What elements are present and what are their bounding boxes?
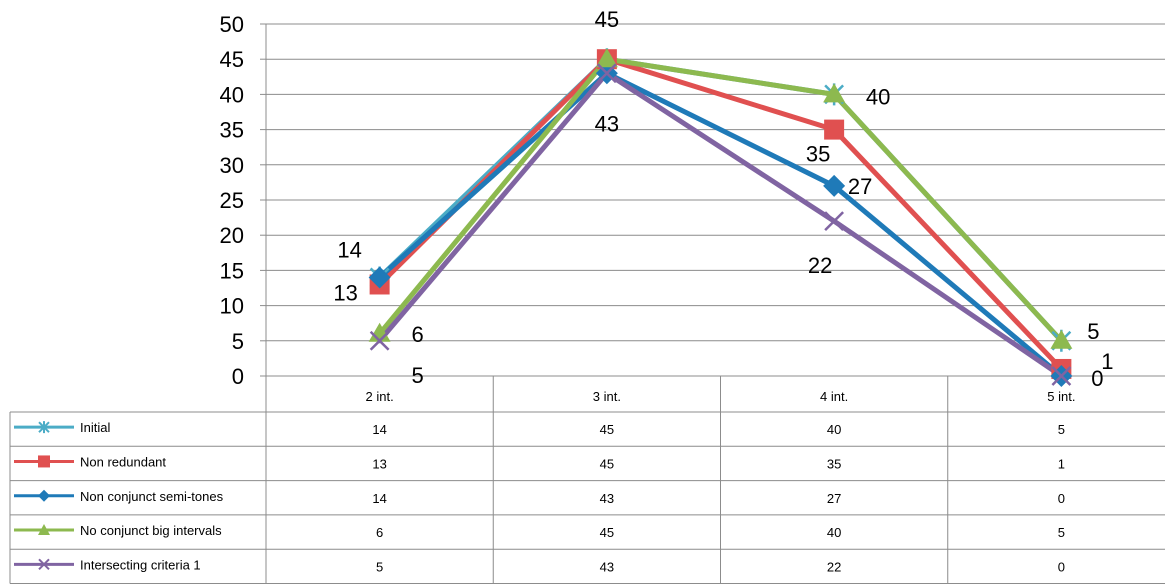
y-tick-label: 30 [220, 153, 244, 178]
series-lines [377, 56, 1064, 379]
table-cell: 6 [376, 525, 383, 540]
series-markers [368, 48, 1073, 387]
data-label: 1 [1101, 349, 1113, 374]
data-label: 14 [337, 237, 361, 262]
data-label: 43 [595, 111, 619, 136]
marker-square [824, 119, 845, 140]
series-line [377, 56, 1064, 372]
legend-marker [38, 524, 50, 536]
data-table: 2 int. 3 int. 4 int. 5 int. Initial 14 45 40 5 No… [9, 376, 1165, 584]
data-label: 5 [1087, 319, 1099, 344]
y-tick-label: 40 [220, 82, 244, 107]
data-label: 40 [866, 84, 890, 109]
marker-triangle [1050, 329, 1073, 349]
table-cell: 14 [372, 422, 386, 437]
table-cell: 5 [376, 559, 383, 574]
y-tick-label: 15 [220, 258, 244, 283]
y-tick-label: 20 [220, 223, 244, 248]
table-cell: 45 [600, 422, 614, 437]
data-label: 22 [808, 253, 832, 278]
table-cell: 0 [1058, 491, 1065, 506]
legend-marker [38, 455, 50, 468]
x-category-label: 5 int. [1047, 389, 1075, 404]
marker-diamond [368, 266, 391, 289]
y-axis: 0 5 10 15 20 25 30 35 40 45 50 [220, 12, 267, 389]
y-tick-label: 25 [220, 188, 244, 213]
series-line [377, 56, 1064, 344]
data-label: 0 [1091, 366, 1103, 391]
table-cell: 1 [1058, 456, 1065, 471]
y-tick-label: 0 [232, 364, 244, 389]
data-label: 5 [412, 363, 424, 388]
y-tick-label: 45 [220, 47, 244, 72]
table-cell: 40 [827, 422, 841, 437]
legend-marker [38, 558, 50, 571]
table-cell: 14 [372, 491, 386, 506]
y-tick-label: 10 [220, 294, 244, 319]
marker-x [824, 211, 845, 232]
marker-triangle [823, 83, 846, 103]
y-tick-label: 35 [220, 118, 244, 143]
data-label: 13 [333, 280, 357, 305]
marker-diamond [823, 174, 846, 197]
marker-x [1051, 366, 1072, 386]
table-cell: 13 [372, 456, 386, 471]
marker-x [369, 330, 390, 351]
data-label: 35 [806, 142, 830, 167]
legend-marker [38, 421, 50, 434]
data-label: 45 [595, 7, 619, 32]
marker-x [596, 63, 617, 84]
series-line [377, 70, 1064, 379]
table-cell: 27 [827, 491, 841, 506]
marker-triangle [595, 48, 618, 68]
data-label: 27 [848, 174, 872, 199]
table-cell: 45 [600, 456, 614, 471]
table-cell: 22 [827, 559, 841, 574]
y-tick-label: 50 [220, 12, 244, 37]
table-cell: 43 [600, 559, 614, 574]
series-line [377, 70, 1064, 379]
y-tick-label: 5 [232, 329, 244, 354]
table-cell: 5 [1058, 422, 1065, 437]
series-name: Initial [80, 420, 110, 435]
table-cell: 43 [600, 491, 614, 506]
series-name: No conjunct big intervals [80, 523, 222, 538]
x-category-label: 3 int. [593, 389, 621, 404]
table-cell: 40 [827, 525, 841, 540]
series-name: Non redundant [80, 454, 166, 469]
table-cell: 45 [600, 525, 614, 540]
series-name: Intersecting criteria 1 [80, 557, 201, 572]
table-cell: 5 [1058, 525, 1065, 540]
legend-marker [38, 489, 50, 502]
x-category-label: 4 int. [820, 389, 848, 404]
data-label: 6 [412, 322, 424, 347]
series-name: Non conjunct semi-tones [80, 489, 224, 504]
x-category-label: 2 int. [366, 389, 394, 404]
table-cell: 0 [1058, 559, 1065, 574]
table-cell: 35 [827, 456, 841, 471]
